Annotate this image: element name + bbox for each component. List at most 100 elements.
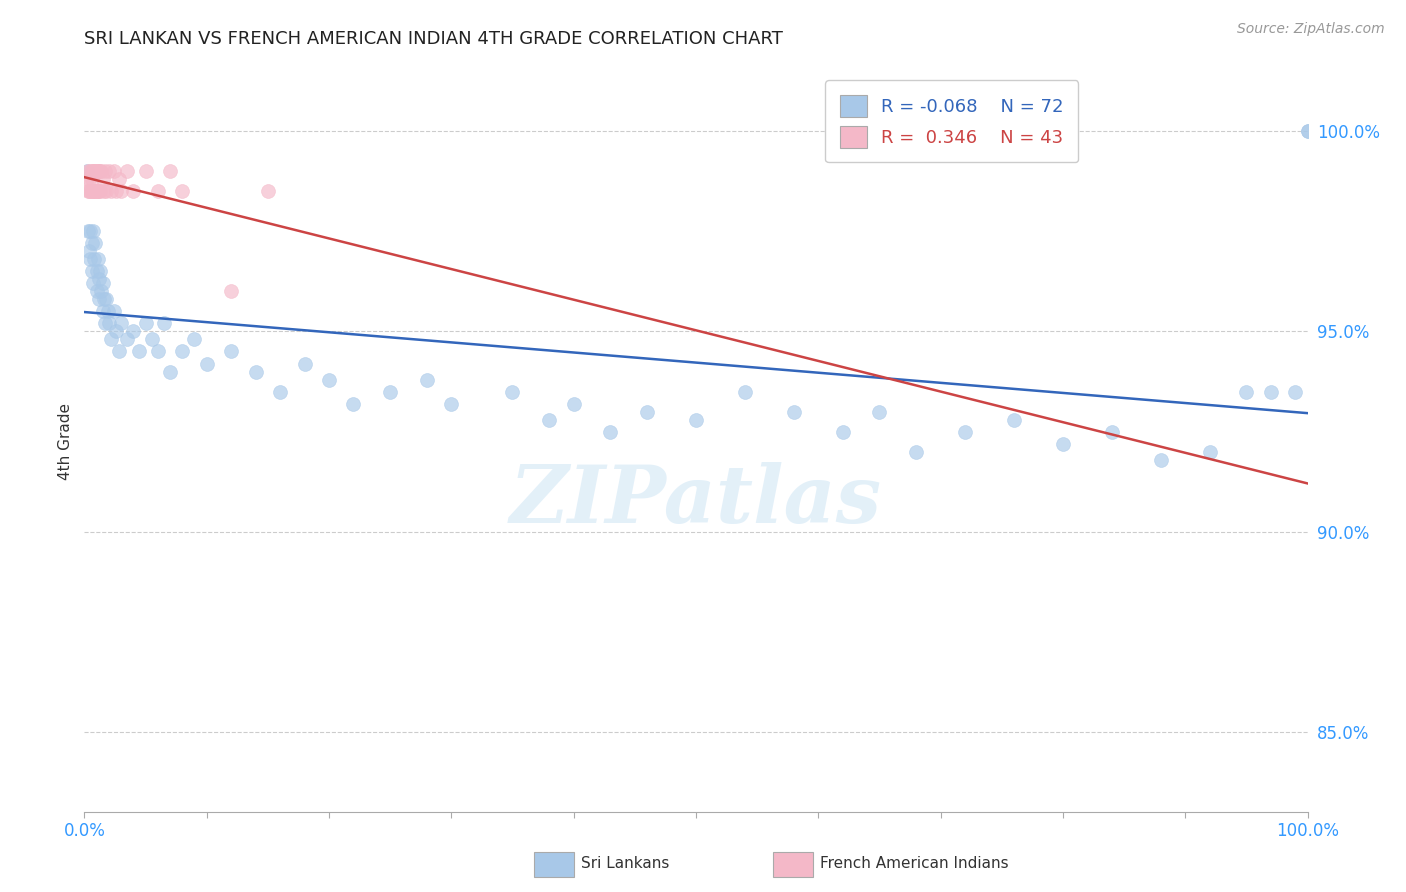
Point bbox=[1002, 412, 1025, 426]
Point bbox=[110, 317, 132, 331]
Point bbox=[416, 372, 439, 386]
Text: Source: ZipAtlas.com: Source: ZipAtlas.com bbox=[1237, 22, 1385, 37]
Point bbox=[905, 444, 928, 458]
Point bbox=[97, 304, 120, 318]
Point bbox=[77, 164, 100, 178]
Point bbox=[77, 185, 100, 199]
Point bbox=[294, 357, 316, 371]
Point bbox=[83, 252, 105, 267]
Point bbox=[86, 264, 108, 278]
Point bbox=[79, 164, 101, 178]
Point bbox=[122, 325, 145, 339]
Point bbox=[91, 304, 114, 318]
Point bbox=[135, 317, 157, 331]
Point bbox=[219, 344, 242, 359]
Point bbox=[269, 384, 291, 399]
Point bbox=[342, 396, 364, 410]
Text: Sri Lankans: Sri Lankans bbox=[581, 856, 669, 871]
Point bbox=[538, 412, 561, 426]
Point bbox=[87, 164, 110, 178]
Y-axis label: 4th Grade: 4th Grade bbox=[58, 403, 73, 480]
Point bbox=[93, 293, 115, 307]
Point bbox=[105, 325, 128, 339]
Point bbox=[128, 344, 150, 359]
Point bbox=[76, 164, 98, 178]
Point bbox=[87, 185, 110, 199]
Point bbox=[79, 252, 101, 267]
Point bbox=[90, 285, 112, 299]
Point bbox=[87, 252, 110, 267]
Point bbox=[195, 357, 218, 371]
Point bbox=[115, 333, 138, 347]
Point bbox=[599, 425, 621, 439]
Point bbox=[77, 244, 100, 259]
Point bbox=[83, 185, 105, 199]
Point bbox=[1284, 384, 1306, 399]
Point bbox=[146, 185, 169, 199]
Point bbox=[77, 224, 100, 238]
Point bbox=[79, 185, 101, 199]
Point bbox=[80, 264, 103, 278]
Point bbox=[103, 164, 125, 178]
Point bbox=[122, 185, 145, 199]
Point bbox=[82, 164, 104, 178]
Point bbox=[87, 164, 110, 178]
Point bbox=[245, 364, 267, 378]
Legend: R = -0.068    N = 72, R =  0.346    N = 43: R = -0.068 N = 72, R = 0.346 N = 43 bbox=[825, 80, 1078, 162]
Point bbox=[82, 277, 104, 291]
Point bbox=[100, 333, 122, 347]
Point bbox=[82, 185, 104, 199]
Point bbox=[80, 185, 103, 199]
Point bbox=[87, 272, 110, 286]
Point bbox=[1236, 384, 1258, 399]
Point bbox=[94, 317, 117, 331]
Point bbox=[734, 384, 756, 399]
Point bbox=[502, 384, 524, 399]
Point bbox=[146, 344, 169, 359]
Point bbox=[91, 277, 114, 291]
Point bbox=[115, 164, 138, 178]
Point bbox=[93, 185, 115, 199]
Point bbox=[91, 172, 114, 186]
Point bbox=[159, 164, 181, 178]
Point bbox=[84, 164, 107, 178]
Point bbox=[1296, 124, 1319, 138]
Point bbox=[103, 304, 125, 318]
Point bbox=[86, 164, 108, 178]
Point bbox=[636, 404, 658, 418]
Point bbox=[110, 185, 132, 199]
Point bbox=[80, 164, 103, 178]
Point bbox=[89, 264, 111, 278]
Point bbox=[1101, 425, 1123, 439]
Point bbox=[80, 172, 103, 186]
Point bbox=[1150, 452, 1173, 467]
Point bbox=[83, 164, 105, 178]
Point bbox=[831, 425, 853, 439]
Point bbox=[318, 372, 340, 386]
Text: ZIPatlas: ZIPatlas bbox=[510, 462, 882, 540]
Text: French American Indians: French American Indians bbox=[820, 856, 1008, 871]
Point bbox=[141, 333, 163, 347]
Point bbox=[172, 344, 194, 359]
Point bbox=[1052, 436, 1074, 450]
Point bbox=[76, 172, 98, 186]
Point bbox=[783, 404, 806, 418]
Point bbox=[562, 396, 585, 410]
Point bbox=[107, 172, 129, 186]
Point bbox=[219, 285, 242, 299]
Point bbox=[89, 164, 111, 178]
Point bbox=[77, 172, 100, 186]
Point bbox=[86, 185, 108, 199]
Point bbox=[96, 293, 118, 307]
Point bbox=[159, 364, 181, 378]
Point bbox=[87, 185, 110, 199]
Point bbox=[953, 425, 976, 439]
Point bbox=[94, 164, 117, 178]
Point bbox=[96, 185, 118, 199]
Point bbox=[100, 185, 122, 199]
Point bbox=[869, 404, 891, 418]
Point bbox=[257, 185, 280, 199]
Point bbox=[172, 185, 194, 199]
Point bbox=[107, 344, 129, 359]
Point bbox=[97, 164, 120, 178]
